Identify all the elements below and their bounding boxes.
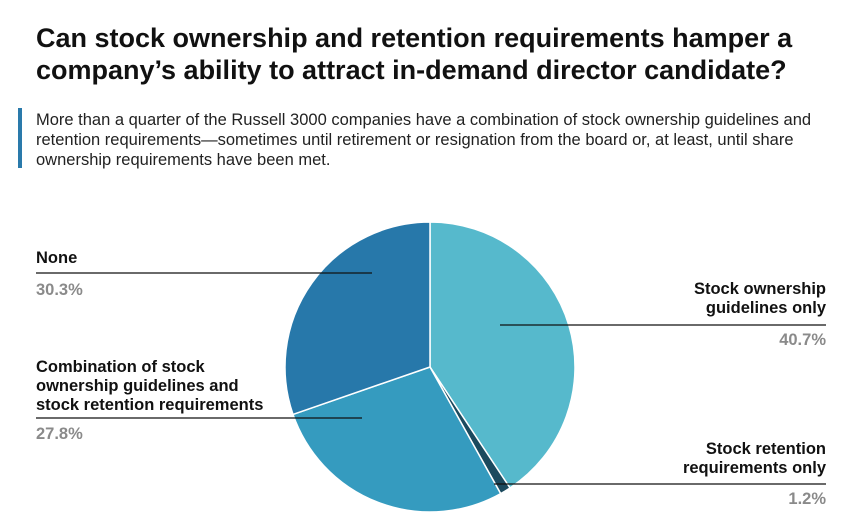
slice-label-retention: Stock retention requirements only bbox=[682, 440, 826, 477]
chart-subtitle: More than a quarter of the Russell 3000 … bbox=[36, 111, 812, 169]
slice-combination bbox=[292, 366, 502, 513]
chart-title: Can stock ownership and retention requir… bbox=[36, 23, 793, 85]
slice-value-ownership: 40.7% bbox=[779, 331, 826, 349]
slice-label-ownership: Stock ownership guidelines only bbox=[693, 280, 826, 317]
slice-label-combination: Combination of stock ownership guideline… bbox=[36, 358, 264, 414]
slice-none bbox=[284, 221, 431, 416]
slice-value-combination: 27.8% bbox=[36, 425, 83, 443]
subtitle-accent-bar bbox=[18, 108, 22, 168]
slice-value-retention: 1.2% bbox=[788, 490, 826, 508]
slice-value-none: 30.3% bbox=[36, 281, 83, 299]
slice-label-none: None bbox=[36, 249, 78, 267]
